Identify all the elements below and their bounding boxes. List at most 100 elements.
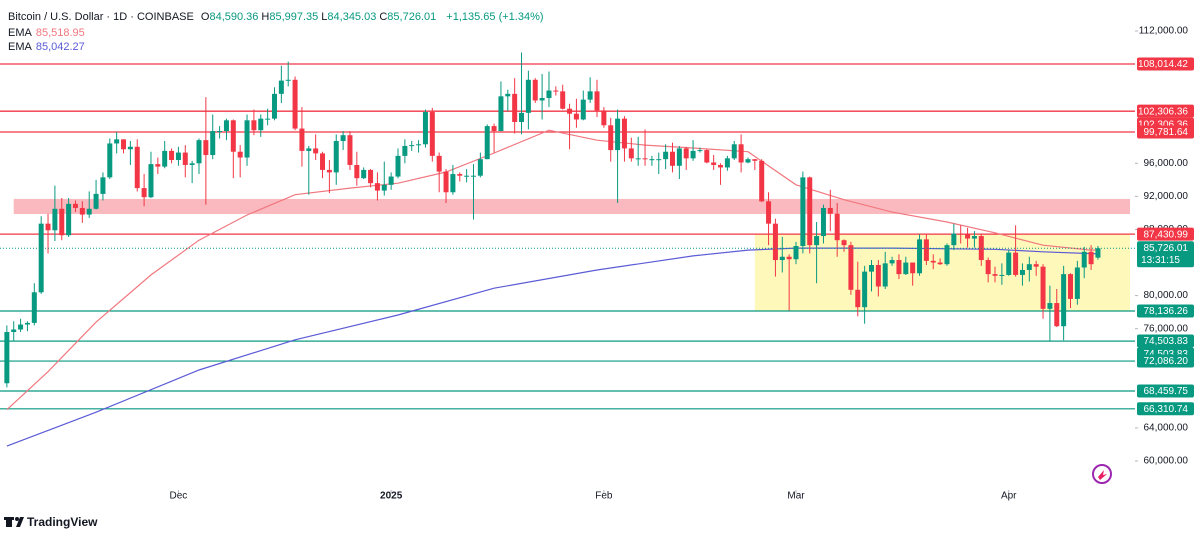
candle-body — [121, 139, 127, 150]
candle-body — [388, 176, 394, 185]
candle-body — [848, 245, 854, 290]
candle-body — [539, 97, 545, 101]
candle-body — [772, 223, 778, 261]
candle-body — [395, 155, 401, 177]
candle-body — [162, 150, 168, 167]
candle-body — [18, 324, 24, 330]
candle-body — [470, 175, 476, 177]
y-tick-label: 80,000.00 — [1144, 290, 1189, 301]
level-label-box — [1137, 227, 1194, 241]
ohlc-item: C85,726.01 — [379, 11, 436, 23]
candle-body — [1047, 303, 1053, 309]
indicator-row: EMA 85,518.95 — [8, 27, 89, 41]
ohlc-value: 84,345.03 — [327, 11, 377, 23]
x-tick-label: Dec — [170, 491, 188, 502]
candle-body — [958, 233, 964, 235]
candle-body — [985, 260, 991, 275]
candle-body — [971, 236, 977, 239]
price-countdown: 13:31:15 — [1141, 255, 1180, 266]
candle-body — [175, 152, 181, 160]
candle-body — [731, 144, 737, 159]
y-tick-label: 60,000.00 — [1144, 456, 1189, 467]
candle-body — [875, 265, 881, 287]
candle-body — [182, 152, 188, 165]
level-label-box — [1137, 402, 1194, 416]
candle-body — [443, 171, 449, 193]
candle-body — [313, 148, 319, 154]
candle-body — [512, 93, 518, 122]
candle-body — [621, 118, 627, 149]
candle-body — [52, 208, 58, 231]
level-label: 108,014.42 — [1138, 59, 1188, 70]
candle-body — [594, 91, 600, 111]
candle-body — [354, 164, 360, 179]
candle-body — [910, 262, 916, 274]
candle-body — [1006, 252, 1012, 275]
candle-body — [683, 148, 689, 159]
candle-body — [45, 223, 51, 231]
y-tick-label: 76,000.00 — [1144, 323, 1189, 334]
candle-body — [745, 159, 751, 163]
candle-body — [1067, 274, 1073, 299]
level-label-box — [1137, 384, 1194, 398]
candle-body — [299, 128, 305, 151]
candle-body — [217, 131, 223, 133]
y-tick-label: 64,000.00 — [1144, 423, 1189, 434]
candle-body — [72, 203, 78, 208]
candle-body — [615, 118, 621, 151]
candle-body — [340, 135, 346, 141]
brand-name: TradingView — [27, 515, 98, 529]
candle-body — [923, 239, 929, 261]
plot-area — [0, 52, 1135, 447]
candle-body — [505, 93, 511, 97]
x-tick-label: Apr — [1001, 491, 1017, 502]
candle-body — [992, 274, 998, 276]
candle-body — [944, 245, 950, 265]
level-label-box — [1137, 354, 1194, 368]
candle-body — [141, 188, 147, 198]
candle-body — [546, 90, 552, 98]
candle-body — [889, 260, 895, 264]
candle-body — [951, 233, 957, 246]
ohlc-value: 85,726.01 — [387, 11, 437, 23]
candle-body — [66, 203, 72, 236]
candle-body — [114, 139, 120, 144]
level-label-box — [1137, 125, 1194, 139]
ohlc-key: C — [379, 11, 388, 23]
candle-body — [169, 150, 175, 160]
candle-body — [690, 150, 696, 159]
level-label-box — [1137, 57, 1194, 71]
candle-body — [31, 292, 37, 323]
candle-body — [196, 140, 202, 164]
indicator-name: EMA — [8, 41, 32, 53]
symbol-legend: Bitcoin / U.S. Dollar · 1D · COINBASE O8… — [8, 11, 548, 23]
candle-body — [237, 151, 243, 158]
candle-body — [320, 153, 326, 170]
candle-body — [429, 112, 435, 156]
candle-body — [862, 271, 868, 308]
candle-body — [148, 164, 154, 198]
candle-body — [189, 163, 195, 165]
candle-body — [628, 148, 634, 159]
level-label: 102,306.36 — [1138, 106, 1188, 117]
candle-body — [532, 79, 538, 101]
candle-body — [697, 150, 703, 152]
price-label-box — [1137, 241, 1194, 268]
candle-body — [127, 146, 133, 150]
ohlc-item: H85,997.35 — [261, 11, 318, 23]
candle-body — [1074, 267, 1080, 299]
candle-body — [649, 159, 655, 161]
candle-body — [759, 160, 765, 202]
candle-body — [1088, 251, 1094, 265]
candle-body — [381, 184, 387, 191]
level-label: 66,310.74 — [1144, 404, 1189, 415]
y-tick-label: 96,000.00 — [1144, 158, 1189, 169]
candle-body — [525, 79, 531, 113]
level-label: 78,136.26 — [1144, 306, 1189, 317]
assistant-icon — [1092, 464, 1112, 484]
candle-body — [409, 145, 415, 147]
candle-body — [11, 329, 17, 332]
candle-body — [663, 151, 669, 160]
candle-body — [779, 256, 785, 261]
